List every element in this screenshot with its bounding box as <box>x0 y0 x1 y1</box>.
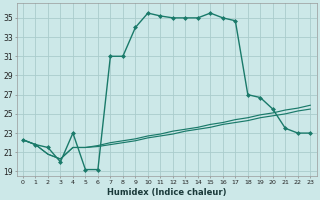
X-axis label: Humidex (Indice chaleur): Humidex (Indice chaleur) <box>107 188 226 197</box>
